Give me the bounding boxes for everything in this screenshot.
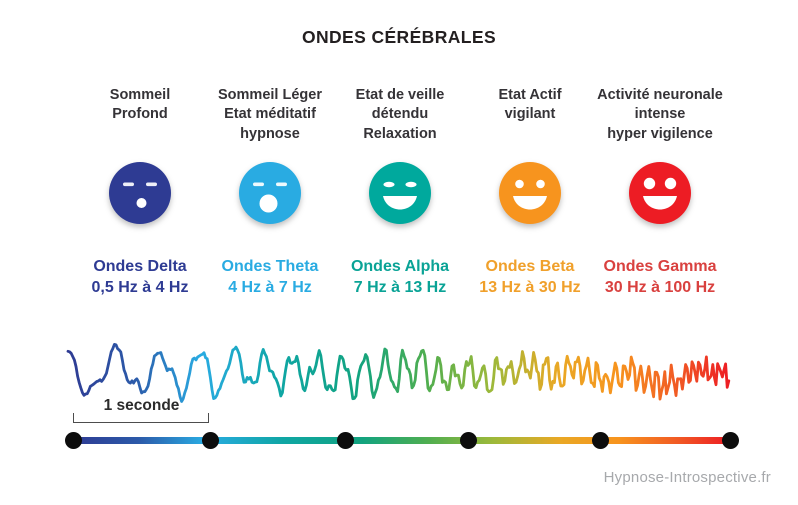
beta-state-label: Etat Actif vigilant bbox=[498, 87, 562, 123]
timeline-dot bbox=[591, 432, 609, 449]
beta-frequency-range: 13 Hz à 30 Hz bbox=[479, 278, 581, 296]
gamma-excited-face-icon bbox=[627, 160, 693, 226]
alpha-wave-label: Ondes Alpha 7 Hz à 13 Hz bbox=[351, 257, 449, 299]
delta-wave-name: Ondes Delta bbox=[93, 258, 187, 275]
gamma-state-label: Activité neuronale intense hyper vigilen… bbox=[597, 87, 723, 142]
stage-column-beta: Etat Actif vigilant Ondes Beta 13 Hz à 3… bbox=[465, 86, 595, 299]
beta-wave-label: Ondes Beta 13 Hz à 30 Hz bbox=[479, 257, 580, 299]
alpha-relaxed-face-icon bbox=[367, 160, 433, 226]
delta-sleeping-face-icon bbox=[107, 160, 173, 226]
theta-drowsy-face-icon bbox=[237, 160, 303, 226]
beta-happy-face-icon bbox=[497, 160, 563, 226]
theta-frequency-range: 4 Hz à 7 Hz bbox=[228, 278, 312, 296]
page-title: ONDES CÉRÉBRALES bbox=[301, 27, 497, 47]
theta-wave-label: Ondes Theta 4 Hz à 7 Hz bbox=[222, 257, 319, 299]
delta-frequency-range: 0,5 Hz à 4 Hz bbox=[91, 278, 189, 296]
stage-column-gamma: Activité neuronale intense hyper vigilen… bbox=[595, 86, 725, 299]
stage-columns: Sommeil Profond Ondes Delta 0,5 Hz à 4 H… bbox=[75, 86, 725, 299]
gamma-wave-label: Ondes Gamma 30 Hz à 100 Hz bbox=[604, 257, 717, 299]
time-scale-bracket bbox=[73, 413, 209, 423]
alpha-frequency-range: 7 Hz à 13 Hz bbox=[353, 278, 447, 296]
gamma-frequency-range: 30 Hz à 100 Hz bbox=[604, 278, 716, 296]
timeline-dot bbox=[721, 432, 739, 449]
frequency-gradient-bar bbox=[73, 437, 730, 444]
timeline-dot bbox=[201, 432, 219, 449]
timeline-dot bbox=[459, 432, 477, 449]
stage-column-delta: Sommeil Profond Ondes Delta 0,5 Hz à 4 H… bbox=[75, 86, 205, 299]
watermark: Hypnose-Introspective.fr bbox=[603, 469, 771, 486]
alpha-wave-name: Ondes Alpha bbox=[350, 258, 450, 275]
beta-wave-name: Ondes Beta bbox=[485, 258, 575, 275]
time-scale-label: 1 seconde bbox=[103, 397, 180, 414]
gamma-wave-name: Ondes Gamma bbox=[603, 258, 717, 275]
stage-column-theta: Sommeil Léger Etat méditatif hypnose Ond… bbox=[205, 86, 335, 299]
alpha-state-label: Etat de veille détendu Relaxation bbox=[355, 87, 445, 142]
timeline-dot bbox=[64, 432, 82, 449]
delta-state-label: Sommeil Profond bbox=[109, 87, 171, 123]
delta-wave-label: Ondes Delta 0,5 Hz à 4 Hz bbox=[92, 257, 189, 299]
theta-state-label: Sommeil Léger Etat méditatif hypnose bbox=[218, 87, 322, 142]
theta-wave-name: Ondes Theta bbox=[221, 258, 319, 275]
timeline-dot bbox=[336, 432, 354, 449]
stage-column-alpha: Etat de veille détendu Relaxation Ondes … bbox=[335, 86, 465, 299]
